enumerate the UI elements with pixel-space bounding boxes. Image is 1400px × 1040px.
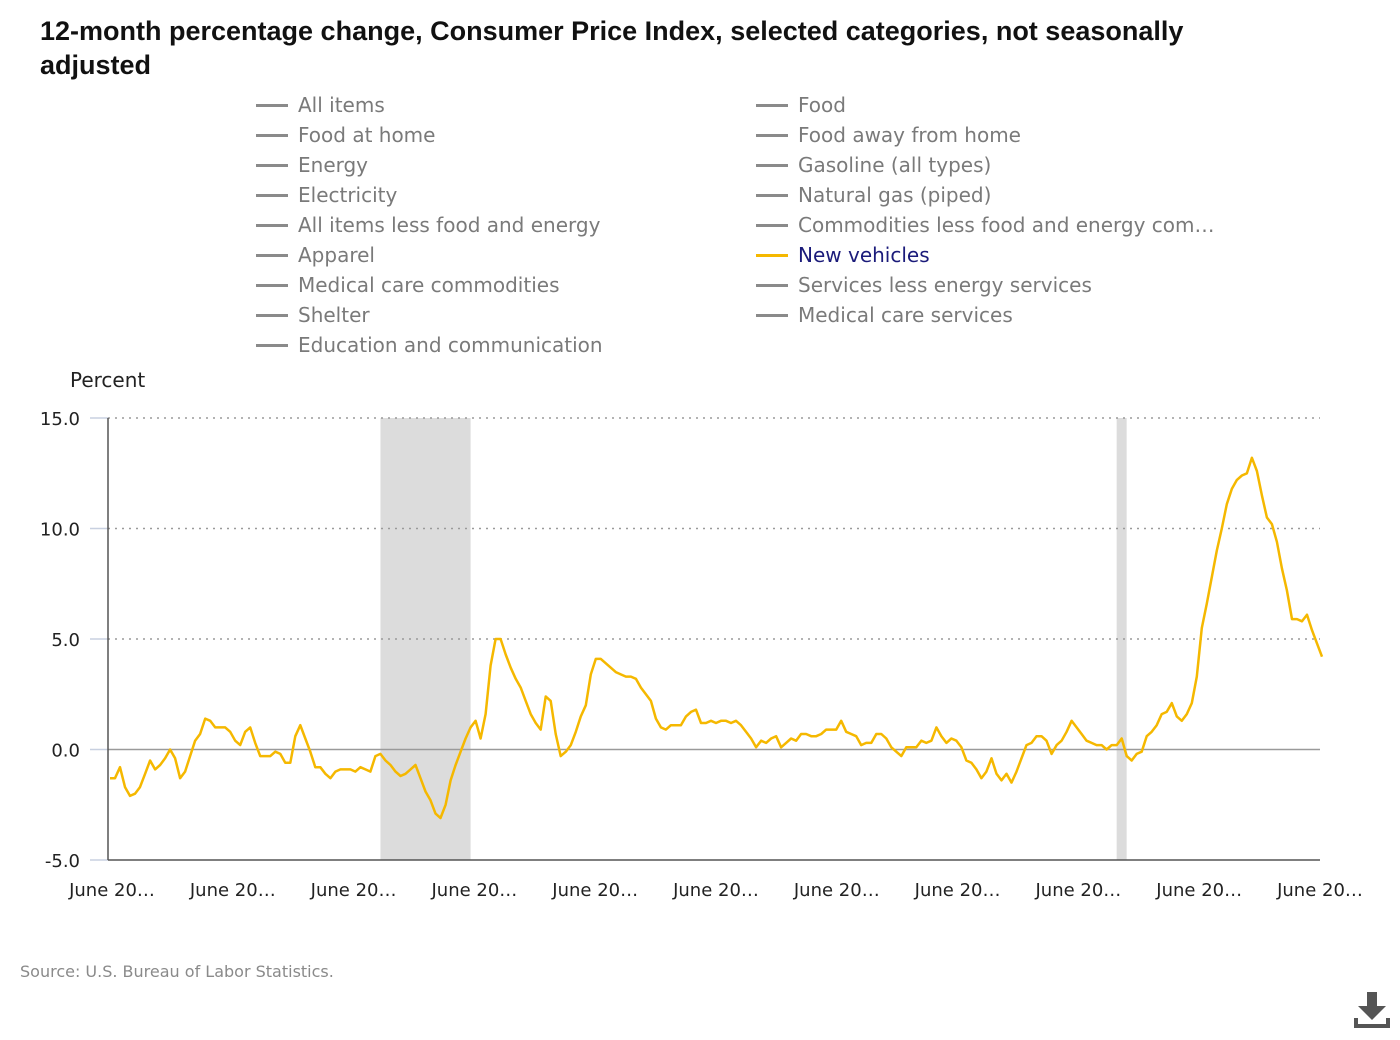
download-icon[interactable] [1350,990,1394,1034]
y-tick-label: 0.0 [51,741,80,762]
chart-title: 12-month percentage change, Consumer Pri… [40,16,1184,80]
chart-legend: All items Food Food at home Food away from … [256,90,1276,360]
x-tick-label: June 20… [551,880,638,901]
legend-item[interactable]: Gasoline (all types) [756,150,1256,180]
x-tick-label: June 20… [1276,880,1363,901]
legend-swatch [756,133,788,137]
legend-swatch [256,103,288,107]
legend-swatch [256,313,288,317]
legend-item[interactable]: Natural gas (piped) [756,180,1256,210]
source-note: Source: U.S. Bureau of Labor Statistics. [20,962,334,981]
legend-swatch [256,253,288,257]
legend-item[interactable]: Energy [256,150,756,180]
y-axis-label: Percent [70,368,146,392]
x-tick-label: June 20… [793,880,880,901]
legend-item[interactable]: Medical care services [756,300,1256,330]
legend-item[interactable]: Shelter [256,300,756,330]
legend-swatch [756,253,788,257]
legend-swatch [756,283,788,287]
legend-swatch [256,133,288,137]
series-line-new-vehicles [110,456,1324,820]
y-tick-label: 5.0 [51,630,80,651]
x-tick-label: June 20… [68,880,155,901]
legend-swatch [256,193,288,197]
line-chart: 15.0 10.0 5.0 0.0 -5.0 June 20… June 20… June 2… [40,409,1363,901]
legend-item[interactable]: Electricity [256,180,756,210]
legend-item[interactable]: New vehicles [756,240,1256,270]
x-tick-label: June 20… [914,880,1001,901]
legend-item[interactable]: Medical care commodities [256,270,756,300]
legend-swatch [756,223,788,227]
legend-swatch [756,163,788,167]
y-tick-label: 10.0 [40,520,80,541]
legend-swatch [756,313,788,317]
legend-item[interactable]: Food at home [256,120,756,150]
x-tick-label: June 20… [310,880,397,901]
legend-item[interactable]: Commodities less food and energy com… [756,210,1256,240]
x-tick-label: June 20… [1034,880,1121,901]
legend-swatch [256,283,288,287]
legend-swatch [256,343,288,347]
legend-item[interactable]: Food away from home [756,120,1256,150]
legend-item[interactable]: Food [756,90,1256,120]
legend-swatch [756,103,788,107]
x-tick-label: June 20… [189,880,276,901]
legend-item[interactable]: Apparel [256,240,756,270]
y-tick-label: -5.0 [45,851,80,872]
legend-swatch [756,193,788,197]
x-tick-label: June 20… [672,880,759,901]
legend-item[interactable]: All items [256,90,756,120]
y-tick-label: 15.0 [40,409,80,430]
x-tick-label: June 20… [1155,880,1242,901]
x-tick-label: June 20… [430,880,517,901]
legend-item[interactable]: Services less energy services [756,270,1256,300]
legend-swatch [256,223,288,227]
recession-band [1116,418,1127,860]
legend-item[interactable]: All items less food and energy [256,210,756,240]
legend-item[interactable]: Education and communication [256,330,756,360]
legend-swatch [256,163,288,167]
